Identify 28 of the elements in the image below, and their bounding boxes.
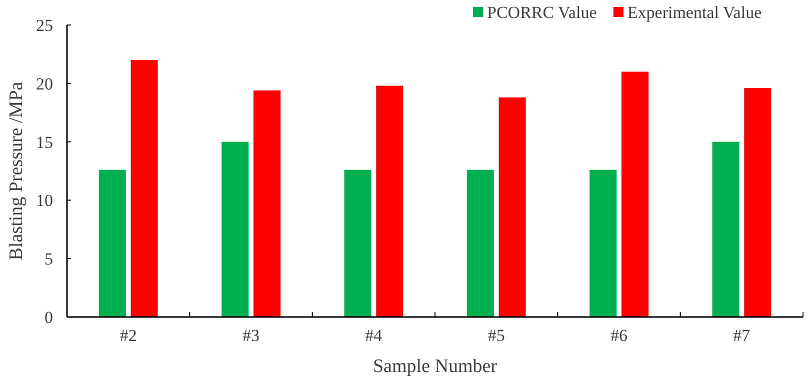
x-axis-title: Sample Number <box>372 356 498 377</box>
x-tick-label: #5 <box>488 326 505 345</box>
bar <box>498 97 526 317</box>
bar <box>98 170 126 317</box>
y-tick-label: 25 <box>36 16 53 35</box>
bar <box>222 142 249 317</box>
y-axis-title: Blasting Pressure /MPa <box>6 81 27 260</box>
x-tick-label: #6 <box>610 326 628 345</box>
y-tick-label: 5 <box>44 250 53 269</box>
y-tick-label: 10 <box>36 191 53 210</box>
bar <box>744 88 772 317</box>
x-tick-label: #7 <box>733 326 751 345</box>
x-tick-label: #4 <box>365 326 383 345</box>
bar <box>621 72 648 317</box>
x-tick-label: #2 <box>120 326 137 345</box>
y-tick-label: 15 <box>36 132 53 152</box>
y-tick-label: 0 <box>44 308 53 327</box>
legend-label: Experimental Value <box>627 2 762 22</box>
legend-label: PCORRC Value <box>487 2 597 22</box>
bar <box>253 90 280 317</box>
x-tick-label: #3 <box>242 326 260 345</box>
bar <box>712 142 740 317</box>
y-tick-label: 20 <box>36 74 53 94</box>
bar <box>344 170 372 317</box>
bar <box>590 170 617 317</box>
bar <box>130 60 158 317</box>
bar <box>376 86 404 317</box>
bar <box>466 170 494 317</box>
